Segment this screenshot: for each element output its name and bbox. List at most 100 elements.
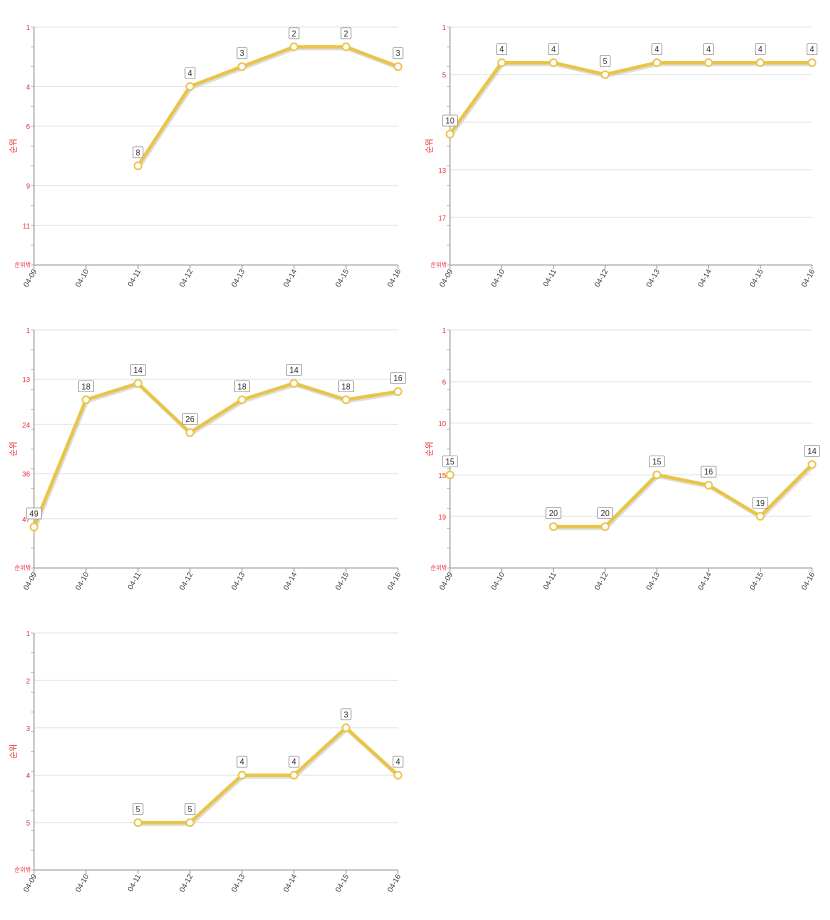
data-point[interactable] [755, 511, 765, 521]
data-point[interactable] [704, 480, 713, 490]
data-point[interactable] [341, 42, 351, 52]
y-tick-label: 6 [26, 124, 30, 131]
data-label: 2 [288, 27, 300, 40]
data-label-text: 4 [292, 758, 297, 767]
x-tick-label: 04-12 [177, 571, 194, 592]
data-point[interactable] [237, 395, 247, 405]
data-point[interactable] [704, 58, 713, 68]
x-tick-label: 04-11 [541, 268, 558, 289]
y-tick-label: 11 [23, 223, 30, 230]
line-chart-5: 1 2 3 4 5 순위밖 순위 04-09 04-10 04-11 04-12 04-13 04-14… [9, 631, 404, 894]
y-tick-label: 4 [26, 773, 30, 780]
y-tick-label: 3 [26, 726, 30, 733]
data-label: 14 [804, 445, 820, 457]
data-point[interactable] [393, 387, 403, 396]
data-point[interactable] [81, 395, 91, 405]
data-label-box [442, 455, 458, 468]
data-point[interactable] [289, 378, 299, 388]
data-label-box [182, 413, 198, 425]
data-point[interactable] [393, 770, 403, 780]
series-line [553, 463, 814, 529]
data-label: 16 [700, 465, 717, 478]
data-label-box [496, 43, 508, 56]
x-tick-label: 04-16 [385, 571, 402, 592]
data-label-text: 18 [342, 382, 351, 391]
data-point[interactable] [755, 58, 765, 68]
data-point[interactable] [807, 58, 817, 68]
data-label: 16 [390, 372, 406, 384]
data-label-box [597, 507, 613, 519]
x-tick-label: 04-13 [644, 268, 661, 289]
data-label-text: 14 [290, 366, 299, 375]
data-point[interactable] [185, 428, 195, 437]
x-tick-label: 04-11 [126, 571, 143, 592]
data-label-text: 8 [136, 148, 141, 157]
y-axis-title: 순위 [425, 139, 434, 154]
data-point[interactable] [393, 62, 403, 72]
data-label: 18 [78, 380, 94, 393]
y-tick-label: 9 [26, 184, 30, 191]
data-label-text: 14 [134, 366, 143, 375]
data-label: 18 [234, 380, 250, 393]
x-tick-label: 04-10 [73, 571, 90, 592]
line-chart-2: 1591317순위밖순위04-0904-1004-1104-1204-1304-… [425, 25, 818, 289]
data-label: 4 [288, 755, 300, 768]
data-point[interactable] [185, 818, 195, 827]
data-point[interactable] [652, 470, 662, 480]
data-label-text: 16 [704, 468, 713, 477]
x-tick-label: 04-14 [696, 268, 713, 289]
data-point[interactable] [289, 770, 299, 780]
data-label: 4 [184, 67, 196, 79]
x-tick-label: 04-12 [177, 873, 194, 894]
data-label-text: 14 [808, 447, 817, 456]
x-tick-label: 04-11 [541, 571, 558, 592]
y-tick-label: 10 [438, 421, 446, 428]
series-line [138, 726, 400, 825]
data-point[interactable] [445, 470, 455, 480]
x-tick-label: 04-12 [592, 571, 609, 592]
data-label-box [78, 380, 94, 393]
data-label-box [599, 55, 611, 67]
data-point[interactable] [445, 129, 455, 139]
x-tick-label: 04-13 [229, 873, 246, 894]
data-point[interactable] [341, 723, 351, 733]
data-point[interactable] [185, 82, 195, 91]
x-tick-label: 04-16 [385, 268, 402, 289]
data-label: 20 [545, 507, 562, 519]
data-point[interactable] [549, 522, 558, 532]
y-tick-label: 1 [442, 328, 446, 335]
data-label-box [338, 380, 354, 393]
data-point[interactable] [133, 378, 143, 388]
data-label: 4 [806, 43, 818, 56]
data-label-box [548, 43, 559, 56]
data-label-box [234, 380, 250, 393]
data-point[interactable] [807, 460, 817, 469]
x-tick-label: 04-13 [229, 268, 246, 289]
data-point[interactable] [652, 58, 662, 68]
data-point[interactable] [133, 818, 143, 827]
data-label-box [754, 43, 766, 56]
line-chart-3: 1 13 24 36 47 순위밖 순위 04-09 04-10 04-11 04-12 04-13 0… [9, 328, 406, 592]
data-point[interactable] [549, 58, 558, 68]
y-tick-label: 47 [22, 517, 30, 524]
line-chart-1: 1 4 6 9 11 순위밖 순위 04-09 04-10 04-11 04-12 04-13 04-1… [9, 25, 404, 289]
data-point[interactable] [600, 70, 610, 79]
data-point[interactable] [289, 42, 299, 52]
data-point[interactable] [237, 62, 247, 72]
data-label-box [288, 755, 300, 768]
data-point[interactable] [497, 58, 507, 68]
data-label: 4 [392, 755, 404, 768]
y-axis-title: 순위 [9, 139, 18, 154]
data-label-text: 19 [756, 499, 765, 508]
x-tick-label: 04-15 [333, 268, 350, 289]
data-point[interactable] [600, 522, 610, 532]
y-axis-title: 순위 [9, 442, 18, 457]
data-label: 15 [442, 455, 458, 468]
data-point[interactable] [237, 770, 247, 780]
y-tick-label: 1 [26, 25, 30, 32]
data-point[interactable] [341, 395, 351, 405]
x-tick-label: 04-15 [333, 571, 350, 592]
data-point[interactable] [133, 161, 143, 171]
data-point[interactable] [29, 522, 39, 532]
y-tick-label: 1 [26, 328, 30, 335]
